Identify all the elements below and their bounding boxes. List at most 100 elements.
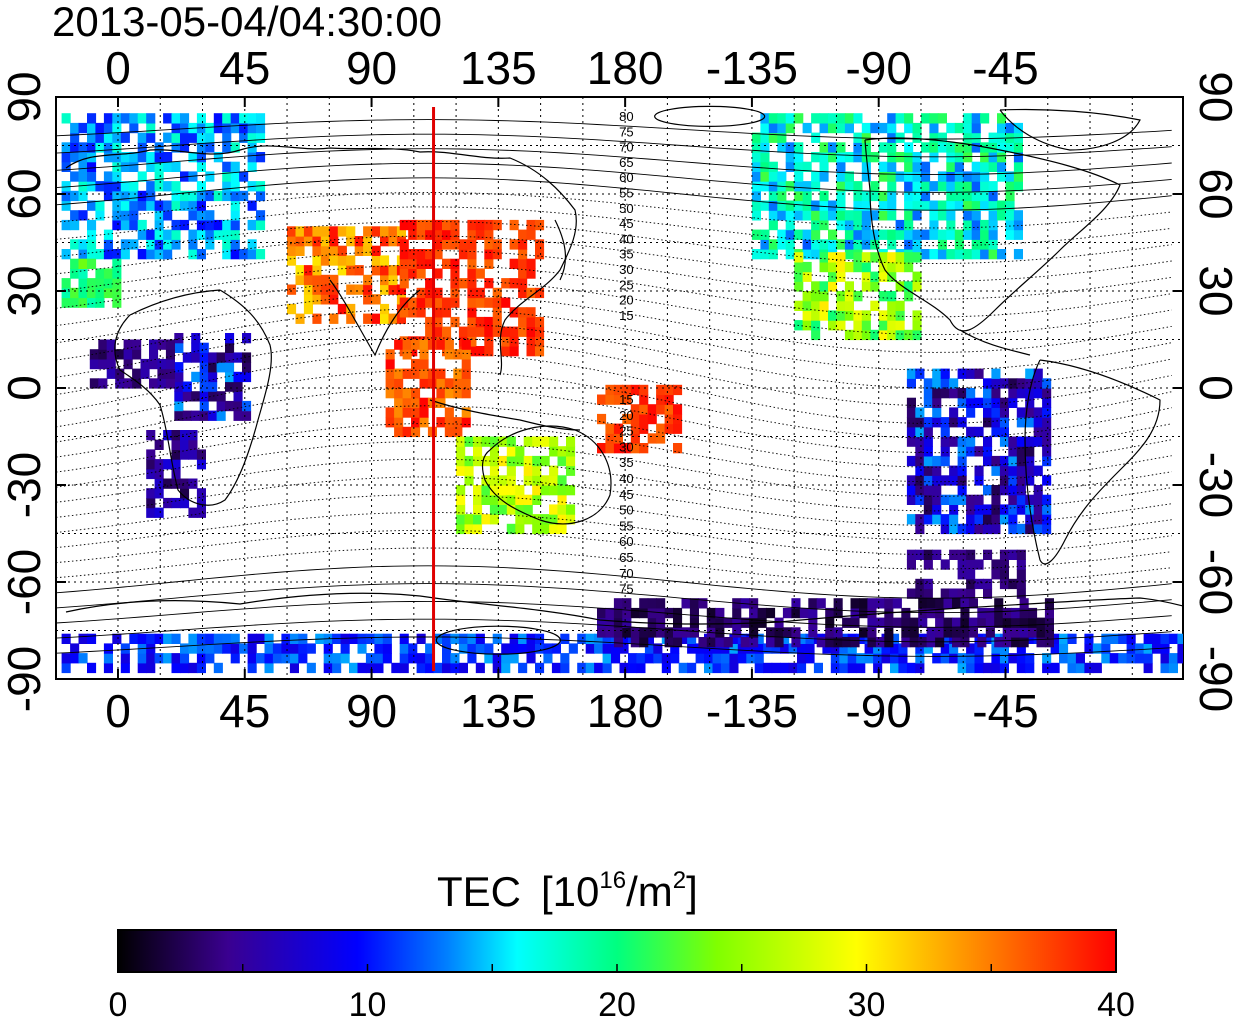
tec-cell [425,249,435,260]
tec-cell [129,219,139,231]
tec-cell [323,662,333,674]
tec-cell [836,171,846,182]
tec-cell [180,439,190,450]
tec-cell [966,662,976,674]
tec-cell [861,281,871,292]
tec-cell [171,459,181,470]
tec-cell [1152,633,1162,644]
tec-cell [408,653,418,664]
tec-cell [205,219,215,231]
tec-cell [425,643,435,654]
tec-cell [475,346,485,357]
tec-cell [853,329,863,341]
tec-cell [639,443,649,454]
contour-pole-north [654,105,766,128]
contour-label: 70 [619,566,633,581]
tec-cell [811,239,821,250]
tec-cell [461,378,471,389]
tec-cell [844,261,854,273]
tec-cell [1033,494,1043,505]
tec-cell [557,446,567,457]
tec-cell [506,504,516,515]
tec-cell [890,643,900,654]
tec-cell [450,653,460,664]
tec-cell [106,368,116,379]
tec-cell [1013,249,1023,260]
contour-label: 60 [619,534,633,549]
tec-cell [312,313,322,324]
tec-cell [766,637,776,648]
tec-cell [515,446,525,457]
contour-line [56,440,1172,497]
tec-cell [681,627,691,638]
tec-cell [532,523,542,535]
tec-cell [213,643,223,654]
tec-cell [425,278,435,289]
tec-cell [442,297,452,308]
tec-cell [112,268,122,279]
tec-cell [991,494,1001,505]
tec-cell [867,637,877,648]
tec-cell [999,397,1009,408]
tec-cell [199,410,209,421]
tec-cell [549,446,559,457]
tec-cell [754,653,764,664]
tec-cell [98,358,108,370]
tec-cell [222,122,232,134]
tec-cell [901,617,911,628]
tec-cell [828,239,838,250]
tec-cell [991,559,1001,570]
tec-cell [78,190,88,202]
tec-cell [890,633,900,644]
tec-cell [399,268,409,279]
tec-cell [664,423,674,434]
tec-cell [112,210,122,221]
tec-cell [887,210,897,221]
tec-cell [1016,446,1026,457]
tec-cell [847,653,857,664]
tec-cell [70,268,80,279]
tec-cell [943,617,953,628]
tec-cell [940,653,950,664]
tec-cell [1042,388,1052,399]
tec-cell [233,352,243,363]
tec-cell [830,662,840,674]
contour-line [56,264,1172,318]
tec-cell [661,653,671,664]
tec-cell [966,426,976,438]
tec-cell [777,239,787,250]
tec-cell [506,475,516,486]
tec-cell [61,161,71,172]
tec-cell [861,122,871,134]
tec-cell [983,455,993,467]
tec-cell [154,200,164,211]
tec-cell [844,310,854,321]
tec-cell [794,271,804,282]
tec-cell [456,504,466,515]
tec-cell [112,219,122,231]
tec-cell [751,190,761,202]
tec-cell [230,633,240,644]
tec-cell [794,281,804,292]
tec-cell [70,643,80,654]
tec-cell [954,239,964,250]
tec-cell [196,152,206,163]
tec-cell [171,181,181,192]
tec-cell [960,627,970,638]
tec-cell [450,316,460,328]
tec-cell [847,643,857,654]
tec-cell [870,252,880,263]
tec-cell [940,633,950,644]
tec-cell [295,245,305,256]
tec-cell [230,171,240,182]
tec-cell [337,245,347,256]
tec-cell [844,122,854,134]
tec-cell [825,627,835,638]
coast-india [329,279,421,357]
tec-cell [196,210,206,221]
tec-cell [991,523,1001,535]
tec-cell [983,436,993,447]
tec-cell [281,653,291,664]
tec-cell [906,426,916,438]
tec-cell [932,465,942,476]
